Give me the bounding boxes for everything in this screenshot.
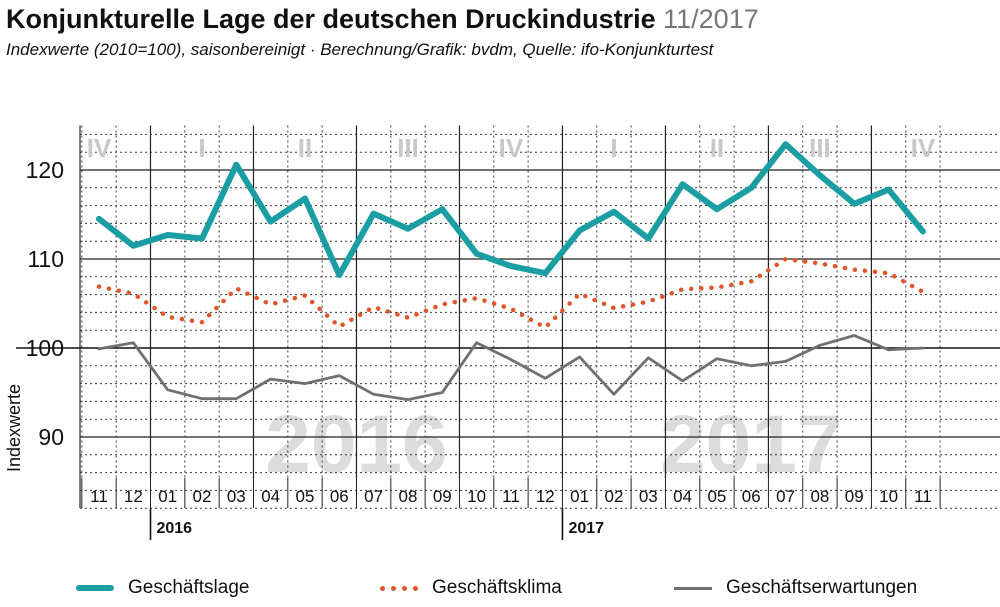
x-tick-label: 08: [810, 487, 829, 506]
legend-swatch: [76, 585, 114, 591]
quarter-label: IV: [87, 133, 112, 163]
series-line-geschaeftsklima: [96, 256, 926, 330]
x-tick-label: 09: [845, 487, 864, 506]
x-tick-label: 01: [158, 487, 177, 506]
x-tick-label: 06: [330, 487, 349, 506]
x-tick-label: 11: [502, 487, 520, 506]
x-tick-label: 07: [364, 487, 383, 506]
quarter-label: III: [809, 133, 831, 163]
chart-header: Konjunkturelle Lage der deutschen Drucki…: [6, 2, 759, 62]
quarter-label: IV: [911, 133, 936, 163]
x-tick-label: 11: [90, 487, 108, 506]
x-tick-label: 02: [193, 487, 212, 506]
quarter-label: I: [198, 133, 205, 163]
year-watermark: 2017: [660, 399, 842, 490]
quarter-label: IV: [499, 133, 524, 163]
x-tick-label: 08: [399, 487, 418, 506]
chart-series: [96, 141, 926, 402]
y-tick-label: 90: [38, 424, 64, 450]
chart-legend: Geschäftslage Geschäftsklima Geschäftserwa…: [0, 572, 1000, 604]
legend-label: Geschäftslage: [128, 577, 250, 598]
x-tick-label: 05: [296, 487, 315, 506]
quarter-label: I: [610, 133, 617, 163]
x-tick-label: 12: [536, 487, 555, 506]
legend-swatch: [380, 585, 418, 591]
x-tick-label: 05: [707, 487, 726, 506]
legend-item: Geschäftslage: [76, 572, 249, 604]
chart-title: Konjunkturelle Lage der deutschen Drucki…: [6, 4, 656, 34]
x-tick-label: 09: [433, 487, 452, 506]
x-tick-label: 03: [639, 487, 658, 506]
series-line-geschaeftslage: [96, 141, 926, 278]
chart-subtitle: Indexwerte (2010=100), saisonbereinigt ·…: [6, 40, 714, 59]
quarter-labels: IV I II III IV I II III IV: [87, 133, 936, 163]
legend-item: Geschäftsklima: [380, 572, 562, 604]
y-tick-label: 110: [27, 246, 64, 272]
quarter-label: III: [397, 133, 419, 163]
y-tick-label: 100: [26, 335, 64, 361]
legend-swatch: [674, 586, 712, 590]
chart-title-date: 11/2017: [663, 4, 759, 34]
series-line-geschaeftserwartungen: [97, 334, 925, 402]
chart-axes: [16, 125, 1000, 540]
title-line: Konjunkturelle Lage der deutschen Drucki…: [6, 2, 759, 36]
legend-label: Geschäftsklima: [432, 577, 562, 598]
x-tick-label: 06: [742, 487, 761, 506]
x-tick-label: 04: [261, 487, 280, 506]
x-tick-label: 01: [570, 487, 589, 506]
year-watermarks: 2016 2017: [265, 399, 842, 490]
x-tick-label: 04: [673, 487, 692, 506]
x-tick-label: 12: [124, 487, 143, 506]
x-tick-label: 11: [914, 487, 932, 506]
x-tick-label: 10: [467, 487, 486, 506]
legend-label: Geschäftserwartungen: [726, 577, 918, 598]
x-tick-label: 07: [776, 487, 795, 506]
quarter-label: II: [710, 133, 724, 163]
legend-item: Geschäftserwartungen: [674, 572, 917, 604]
x-tick-label: 02: [604, 487, 623, 506]
y-tick-label: 120: [26, 157, 64, 183]
x-tick-label: 03: [227, 487, 246, 506]
year-label: 2017: [568, 520, 604, 537]
x-tick-label: 10: [879, 487, 898, 506]
chart-grid: [80, 125, 1000, 509]
y-axis-label: Indexwerte: [4, 384, 24, 472]
quarter-label: II: [298, 133, 312, 163]
year-label: 2016: [156, 520, 192, 537]
